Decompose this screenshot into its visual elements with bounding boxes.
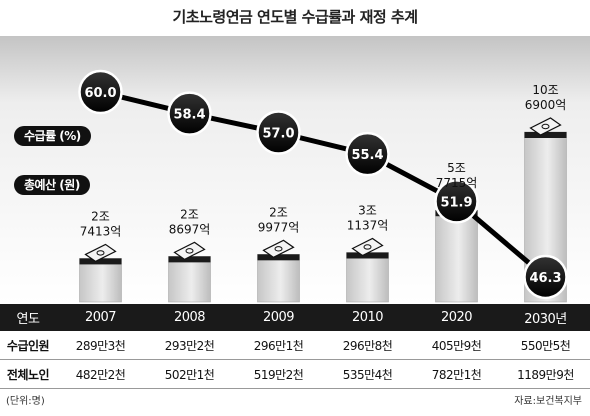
table-cell: 1189만9천 (501, 359, 590, 389)
budget-bar (435, 209, 478, 303)
budget-bar-cap (79, 258, 122, 265)
table-cell: 293만2천 (145, 331, 234, 360)
year-cell: 2030년 (501, 304, 590, 331)
rate-point (523, 254, 568, 300)
year-cell: 2008 (145, 304, 234, 331)
budget-bar (79, 258, 122, 303)
rate-point (167, 91, 212, 136)
budget-label-line1: 2조 (269, 205, 288, 219)
rate-label: 58.4 (173, 108, 205, 123)
budget-bar (257, 254, 300, 303)
table-row: 전체노인 482만2천 502만1천 519만2천 535만4천 782만1천 … (0, 359, 590, 389)
table-cell: 405만9천 (412, 331, 501, 360)
budget-bar (346, 252, 389, 303)
year-header-label: 연도 (0, 304, 56, 331)
table-cell: 502만1천 (145, 359, 234, 389)
stats-table: 연도 2007 2008 2009 2010 2020 2030년 수급인원 2… (0, 304, 590, 389)
year-cell: 2010 (323, 304, 412, 331)
money-icon (84, 243, 117, 263)
rate-label: 60.0 (84, 86, 116, 101)
budget-bar-cap (346, 252, 389, 259)
row-header: 수급인원 (0, 331, 56, 360)
budget-label-line2: 7413억 (80, 224, 122, 238)
year-cell: 2009 (234, 304, 323, 331)
rate-label: 51.9 (440, 195, 472, 210)
budget-label-line2: 9977억 (258, 220, 300, 234)
table-cell: 535만4천 (323, 359, 412, 389)
money-icon (351, 237, 384, 257)
year-cell: 2020 (412, 304, 501, 331)
budget-label-line2: 6900억 (525, 98, 567, 112)
year-cell: 2007 (56, 304, 145, 331)
rate-label: 55.4 (351, 148, 383, 163)
rate-point (256, 110, 301, 155)
year-header-row: 연도 2007 2008 2009 2010 2020 2030년 (0, 304, 590, 331)
budget-label-line1: 5조 (447, 161, 466, 175)
table-cell: 296만8천 (323, 331, 412, 360)
rate-point (78, 69, 123, 115)
rate-label: 57.0 (262, 127, 294, 142)
table-cell: 519만2천 (234, 359, 323, 389)
money-icon (529, 117, 562, 136)
budget-label-line1: 10조 (532, 83, 558, 97)
budget-label-line1: 2조 (91, 209, 110, 223)
table-cell: 296만1천 (234, 331, 323, 360)
money-icon (173, 241, 206, 261)
budget-label-line2: 8697억 (169, 222, 211, 236)
budget-bar-cap (168, 256, 211, 263)
money-icon (262, 239, 295, 259)
chart-plot: 60.058.457.055.451.946.3 2조7413억2조8697억2… (0, 36, 590, 304)
budget-bar (168, 256, 211, 303)
source-note: 자료:보건복지부 (514, 396, 582, 407)
rate-point (434, 179, 479, 224)
budget-label-line1: 2조 (180, 207, 199, 221)
rate-legend-tag: 수급률 (%) (14, 126, 91, 146)
rate-label: 46.3 (529, 271, 561, 286)
budget-bar-cap (257, 254, 300, 261)
budget-label-line1: 3조 (358, 203, 377, 217)
rate-point (345, 131, 390, 177)
budget-label-line2: 7715억 (436, 176, 478, 190)
row-header: 전체노인 (0, 359, 56, 389)
budget-legend-tag: 총예산 (원) (14, 175, 90, 195)
unit-note: (단위:명) (6, 396, 45, 407)
table-cell: 289만3천 (56, 331, 145, 360)
table-cell: 550만5천 (501, 331, 590, 360)
budget-label-line2: 1137억 (347, 218, 389, 232)
table-row: 수급인원 289만3천 293만2천 296만1천 296만8천 405만9천 … (0, 331, 590, 360)
table-cell: 482만2천 (56, 359, 145, 389)
chart-title: 기초노령연금 연도별 수급률과 재정 추계 (172, 8, 419, 26)
budget-bar-cap (524, 132, 567, 138)
table-cell: 782만1천 (412, 359, 501, 389)
